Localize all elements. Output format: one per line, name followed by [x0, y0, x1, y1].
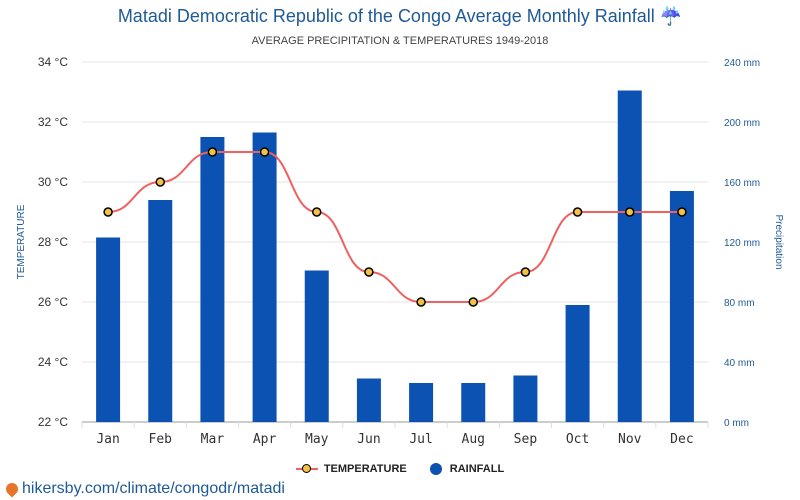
right-tick-label: 120 mm [724, 238, 760, 249]
x-tick-label: Dec [670, 432, 693, 447]
chart-legend: TEMPERATURE RAINFALL [0, 463, 800, 478]
right-axis-title: Precipitation [773, 214, 784, 269]
right-tick-label: 40 mm [724, 358, 755, 369]
temperature-line [108, 151, 682, 303]
dot-icon [429, 463, 442, 475]
x-tick-label: Jan [96, 432, 119, 447]
rainfall-bar [461, 383, 486, 422]
x-axis-ticks: Jan Feb Mar Apr May Jun Jul Aug Sep Oct Nov Dec [96, 432, 693, 447]
left-axis-title: TEMPERATURE [16, 204, 27, 279]
temperature-point [207, 147, 218, 157]
right-axis-ticks: 0 mm 40 mm 80 mm 120 mm 160 mm 200 mm 240 mm [724, 58, 760, 429]
left-tick-label: 30 °C [38, 175, 68, 189]
left-axis-ticks: 22 °C 24 °C 26 °C 28 °C 30 °C 32 °C 34 °C [38, 55, 68, 429]
temperature-point [155, 177, 165, 187]
rainfall-bar [200, 137, 225, 422]
right-tick-label: 240 mm [724, 58, 760, 69]
temperature-points [103, 147, 687, 307]
chart-title: Matadi Democratic Republic of the Congo … [117, 6, 683, 26]
temperature-point [103, 207, 113, 217]
legend-label-rainfall: RAINFALL [449, 463, 505, 475]
x-tick-label: Apr [253, 432, 277, 447]
temperature-point [364, 267, 374, 277]
source-link[interactable]: hikersby.com/climate/congodr/matadi [3, 480, 285, 498]
temperature-point [572, 207, 583, 217]
location-pin-icon [3, 480, 21, 498]
rainfall-bar [513, 375, 538, 422]
temperature-point [625, 207, 635, 217]
legend-item-temperature[interactable]: TEMPERATURE [295, 463, 407, 475]
rainfall-bars [96, 90, 694, 422]
temperature-point [312, 207, 322, 217]
x-tick-label: Nov [618, 432, 642, 447]
x-tick-label: Jul [409, 432, 432, 447]
chart-subtitle: AVERAGE PRECIPITATION & TEMPERATURES 194… [251, 35, 549, 47]
x-tick-label: Sep [514, 432, 538, 447]
rainfall-bar [304, 270, 329, 422]
left-tick-label: 32 °C [38, 115, 68, 129]
left-tick-label: 24 °C [38, 355, 68, 369]
rainfall-bar [252, 132, 277, 422]
left-tick-label: 22 °C [38, 415, 68, 429]
legend-label-temperature: TEMPERATURE [323, 463, 407, 475]
rainfall-bar [96, 237, 121, 422]
legend-item-rainfall[interactable]: RAINFALL [429, 463, 505, 475]
x-tick-label: May [305, 432, 329, 447]
temperature-point [416, 297, 426, 307]
x-tick-label: Feb [149, 432, 173, 447]
temperature-point [520, 267, 531, 277]
rainfall-bar [356, 378, 381, 422]
right-tick-label: 200 mm [724, 118, 760, 129]
right-tick-label: 0 mm [724, 418, 749, 429]
rainfall-bar [617, 90, 642, 422]
left-tick-label: 34 °C [38, 55, 68, 69]
left-tick-label: 26 °C [38, 295, 68, 309]
x-tick-label: Mar [201, 432, 225, 447]
rainfall-bar [148, 200, 173, 422]
rainfall-bar [409, 383, 434, 422]
x-tick-label: Aug [462, 432, 485, 447]
grid-lines [81, 61, 709, 428]
x-tick-label: Oct [566, 432, 589, 447]
rainfall-bar [669, 191, 694, 422]
temperature-point [677, 207, 687, 217]
temperature-point [468, 297, 478, 307]
temperature-point [259, 147, 270, 157]
x-tick-label: Jun [357, 432, 380, 447]
right-tick-label: 160 mm [724, 178, 760, 189]
right-tick-label: 80 mm [724, 298, 755, 309]
left-tick-label: 28 °C [38, 235, 68, 249]
rainfall-bar [565, 305, 590, 422]
line-marker-icon [295, 463, 318, 475]
source-text: hikersby.com/climate/congodr/matadi [22, 480, 285, 497]
temperature-curve [108, 151, 682, 303]
